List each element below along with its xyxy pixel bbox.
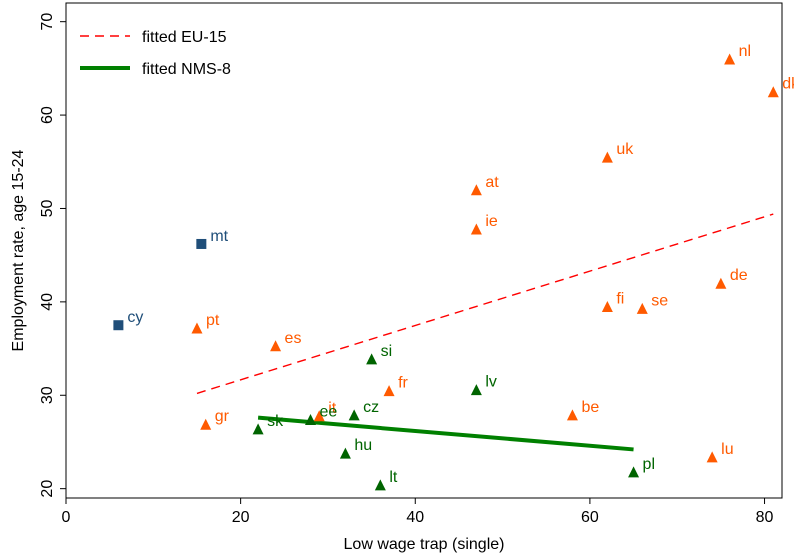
point-label-hu: hu: [354, 437, 372, 454]
point-label-ie: ie: [485, 213, 498, 230]
point-label-sk: sk: [267, 413, 284, 430]
y-tick-label: 20: [39, 480, 56, 498]
marker-ie: [470, 223, 482, 235]
marker-pl: [628, 466, 640, 478]
point-label-be: be: [581, 399, 599, 416]
point-label-fr: fr: [398, 375, 408, 392]
point-label-pt: pt: [206, 312, 220, 329]
point-label-se: se: [651, 292, 668, 309]
x-tick-label: 60: [581, 509, 599, 526]
marker-mt: [196, 238, 207, 249]
marker-lv: [470, 384, 482, 396]
marker-cz: [348, 409, 360, 421]
point-label-uk: uk: [616, 141, 634, 158]
point-label-lu: lu: [721, 441, 733, 458]
marker-es: [270, 340, 282, 352]
point-label-ee: ee: [319, 404, 337, 421]
marker-it: [313, 410, 325, 422]
y-tick-label: 50: [39, 199, 56, 217]
marker-gr: [200, 418, 212, 430]
point-label-at: at: [485, 174, 499, 191]
marker-at: [470, 184, 482, 196]
point-label-si: si: [381, 343, 393, 360]
marker-sk: [252, 423, 264, 435]
point-label-nl: nl: [739, 43, 751, 60]
marker-se: [636, 302, 648, 314]
y-tick-label: 40: [39, 293, 56, 311]
y-axis-title: Employment rate, age 15-24: [10, 149, 27, 351]
plot-frame: [65, 2, 783, 499]
marker-fi: [601, 301, 613, 313]
fitted-lines: [196, 213, 774, 452]
point-label-fi: fi: [616, 291, 624, 308]
legend: fitted EU-15 fitted NMS-8: [80, 29, 231, 78]
point-label-dk: dk: [782, 76, 794, 93]
y-tick-label: 70: [39, 13, 56, 31]
marker-lt: [374, 479, 386, 491]
marker-hu: [339, 447, 351, 459]
fitted-eu15-line: [196, 213, 774, 395]
marker-be: [566, 409, 578, 421]
marker-dk: [767, 86, 779, 98]
marker-ee: [304, 414, 316, 426]
point-label-lt: lt: [389, 469, 398, 486]
point-label-cz: cz: [363, 399, 379, 416]
marker-de: [715, 277, 727, 289]
y-tick-label: 60: [39, 106, 56, 124]
y-tick-label: 30: [39, 386, 56, 404]
x-axis-title: Low wage trap (single): [344, 536, 505, 553]
marker-si: [366, 353, 378, 365]
legend-nms8-label: fitted NMS-8: [142, 61, 231, 78]
marker-lu: [706, 451, 718, 463]
point-label-it: it: [328, 400, 337, 417]
marker-cy: [113, 320, 124, 331]
x-tick-label: 20: [232, 509, 250, 526]
data-points: nl dk uk at ie de fi se pt es fr it be gr lu si lv cz ee sk…: [113, 43, 794, 491]
point-label-mt: mt: [210, 228, 228, 245]
x-tick-label: 80: [756, 509, 774, 526]
point-label-lv: lv: [485, 374, 497, 391]
fitted-nms8-line: [257, 415, 634, 452]
point-label-cy: cy: [127, 309, 143, 326]
x-tick-label: 0: [62, 509, 71, 526]
marker-pt: [191, 322, 203, 334]
point-label-de: de: [730, 267, 748, 284]
legend-eu15-label: fitted EU-15: [142, 29, 227, 46]
point-label-gr: gr: [215, 408, 230, 425]
marker-fr: [383, 385, 395, 397]
point-label-pl: pl: [643, 456, 655, 473]
axes: 0 20 40 60 80 20 30 40 50 60 70: [39, 2, 783, 526]
point-label-es: es: [285, 330, 302, 347]
x-tick-label: 40: [406, 509, 424, 526]
marker-uk: [601, 151, 613, 163]
marker-nl: [724, 53, 736, 65]
